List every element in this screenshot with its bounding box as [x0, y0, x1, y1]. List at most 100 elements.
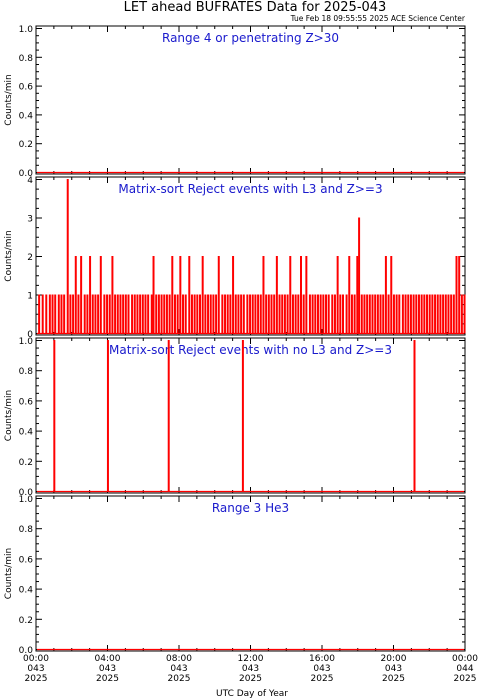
data-spike	[251, 294, 254, 334]
y-tick-label: 0.4	[19, 428, 34, 438]
data-spike	[240, 294, 243, 334]
data-spike	[267, 294, 270, 334]
data-spike	[232, 255, 235, 334]
data-spike	[294, 294, 297, 334]
generation-timestamp: Tue Feb 18 09:55:55 2025 ACE Science Cen…	[290, 14, 466, 23]
data-spike	[226, 294, 229, 334]
data-spike	[150, 294, 153, 334]
data-spike	[53, 339, 56, 492]
x-tick-label-line: 2025	[168, 674, 191, 684]
data-spike	[409, 294, 412, 334]
data-spike	[168, 294, 171, 334]
data-spike	[426, 294, 429, 334]
data-spike	[196, 294, 199, 334]
panel-title: Range 3 He3	[212, 501, 289, 515]
panel-2: 0 1 2 3 4 Counts/min Matrix-sort Reject events…	[4, 176, 466, 340]
data-spike	[420, 294, 423, 334]
x-tick-label-line: 2025	[96, 674, 119, 684]
data-spike	[94, 294, 97, 334]
data-spike	[147, 294, 150, 334]
data-spike	[165, 294, 168, 334]
x-axis: 00:00043202504:00043202508:00043202512:0…	[23, 654, 478, 684]
data-spike	[371, 294, 374, 334]
y-tick-label: 0.8	[19, 525, 34, 535]
data-spike	[204, 294, 207, 334]
data-spike	[224, 294, 227, 334]
data-spike	[51, 294, 54, 334]
data-spike	[358, 217, 361, 334]
x-tick-label-line: 2025	[454, 674, 477, 684]
data-spike	[275, 255, 278, 334]
data-spike	[342, 294, 344, 334]
data-spike	[325, 294, 328, 334]
data-spike	[209, 294, 212, 334]
y-tick-label: 1.0	[19, 495, 34, 505]
data-spike	[182, 294, 185, 334]
data-spike	[207, 294, 210, 334]
y-tick-label: 0	[27, 330, 33, 340]
data-spike	[201, 255, 204, 334]
data-spike	[72, 294, 75, 334]
data-spike	[278, 294, 281, 334]
data-spike	[436, 294, 439, 334]
data-spike	[374, 294, 377, 334]
data-spike	[395, 294, 398, 334]
x-tick-label-line: 12:00	[238, 654, 264, 664]
data-spike	[127, 294, 130, 334]
y-tick-label: 0.2	[19, 616, 33, 626]
data-spike	[308, 294, 311, 334]
data-spike	[80, 255, 83, 334]
data-spike	[417, 294, 420, 334]
data-spike	[131, 294, 134, 334]
y-tick-label: 1.0	[19, 25, 34, 35]
data-spike	[215, 294, 218, 334]
data-spike	[103, 294, 106, 334]
x-tick-label-line: 00:00	[23, 654, 49, 664]
data-spike	[366, 294, 369, 334]
data-spike	[463, 294, 466, 334]
data-spike	[246, 294, 249, 334]
x-tick-label-line: 043	[27, 664, 44, 674]
data-spike	[327, 294, 330, 334]
data-spike	[54, 294, 57, 334]
panel-title: Matrix-sort Reject events with L3 and Z>…	[118, 182, 382, 196]
data-spike	[265, 294, 268, 334]
y-tick-label: 0.8	[19, 367, 34, 377]
data-spike	[167, 339, 170, 492]
x-tick-label-line: 2025	[311, 674, 334, 684]
data-spike	[193, 294, 196, 334]
y-axis-label: Counts/min	[4, 74, 14, 125]
data-spike	[111, 255, 114, 334]
data-spike	[221, 294, 224, 334]
data-spike	[141, 294, 144, 334]
data-spike	[273, 294, 276, 334]
y-tick-label: 0.4	[19, 586, 34, 596]
data-spike	[339, 294, 342, 334]
data-spike	[63, 294, 66, 334]
data-spike	[431, 294, 434, 334]
data-spike	[363, 294, 366, 334]
data-spike	[77, 294, 80, 334]
data-spike	[336, 255, 339, 334]
data-spike	[173, 294, 176, 334]
data-spike	[254, 294, 257, 334]
data-spike	[297, 294, 300, 334]
data-spike	[289, 255, 292, 334]
x-tick-label-line: 043	[385, 664, 402, 674]
data-spike	[119, 294, 122, 334]
data-spike	[242, 294, 245, 334]
y-tick-label: 4	[27, 176, 33, 186]
data-spike	[199, 294, 201, 334]
y-tick-label: 0.2	[19, 140, 33, 150]
y-tick-label: 0.0	[19, 488, 34, 498]
data-spike	[136, 294, 139, 334]
data-spike	[241, 339, 244, 492]
y-tick-label: 2	[27, 253, 33, 263]
y-axis-label: Counts/min	[4, 390, 14, 441]
plot-frame	[35, 337, 466, 494]
data-spike	[423, 294, 426, 334]
data-spike	[302, 294, 305, 334]
data-spike	[122, 294, 125, 334]
